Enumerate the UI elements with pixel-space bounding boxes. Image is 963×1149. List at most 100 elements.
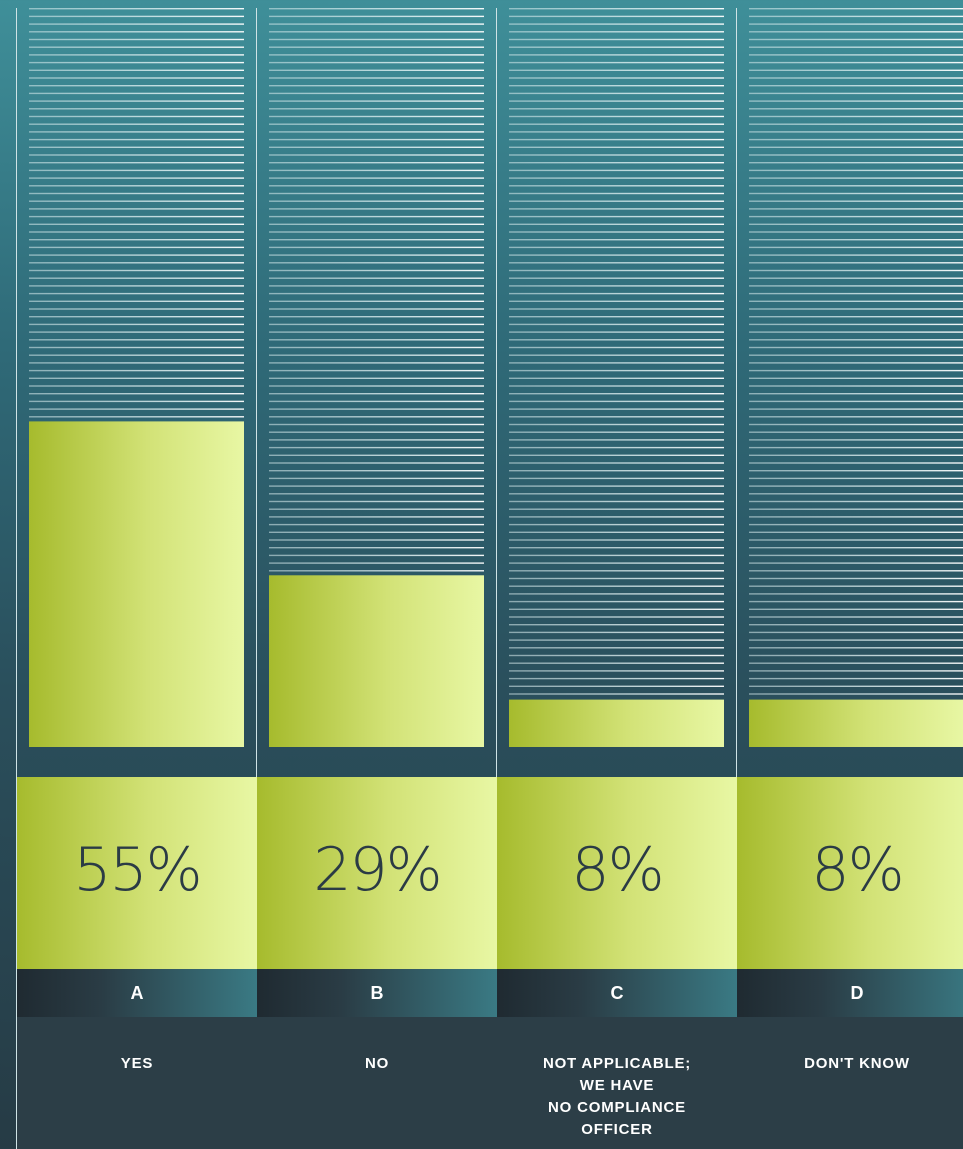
- gridline-a: [29, 200, 244, 202]
- gridline-d: [749, 223, 963, 225]
- gridline-a: [29, 185, 244, 187]
- gridline-c: [509, 423, 724, 426]
- gridline-c: [509, 108, 724, 110]
- gridline-a: [29, 154, 244, 156]
- gridline-b: [269, 308, 484, 310]
- gridline-c: [509, 539, 724, 541]
- gridline-d: [749, 331, 963, 333]
- gridline-d: [749, 600, 963, 603]
- gridline-b: [269, 146, 484, 148]
- gridline-d: [749, 500, 963, 503]
- gridline-b: [269, 100, 484, 102]
- gridline-a: [29, 61, 244, 64]
- gridline-d: [749, 92, 963, 95]
- gridline-d: [749, 323, 963, 326]
- gridline-b: [269, 362, 484, 364]
- gridline-a: [29, 38, 244, 41]
- gridline-d: [749, 61, 963, 64]
- gridline-b: [269, 239, 484, 241]
- gridline-d: [749, 393, 963, 395]
- gridline-d: [749, 523, 963, 526]
- gridline-c: [509, 446, 724, 449]
- gridline-b: [269, 354, 484, 356]
- gridline-a: [29, 223, 244, 225]
- gridline-d: [749, 285, 963, 287]
- gridline-c: [509, 354, 724, 356]
- gridline-a: [29, 400, 244, 403]
- gridline-b: [269, 138, 484, 141]
- gridline-d: [749, 31, 963, 33]
- gridline-c: [509, 562, 724, 564]
- gridline-a: [29, 292, 244, 295]
- category-band-c: C: [497, 969, 737, 1017]
- gridline-d: [749, 339, 963, 341]
- gridline-d: [749, 677, 963, 680]
- value-panel-b: 29%: [257, 777, 497, 969]
- bar-d: [749, 699, 963, 747]
- gridline-d: [749, 562, 963, 564]
- gridline-a: [29, 108, 244, 110]
- gridline-a: [29, 300, 244, 302]
- column-divider: [496, 8, 497, 1149]
- gridline-a: [29, 77, 244, 79]
- gridline-d: [749, 154, 963, 156]
- category-letter-b: B: [370, 983, 384, 1003]
- gridline-b: [269, 200, 484, 202]
- gridline-c: [509, 15, 724, 18]
- gridline-a: [29, 208, 244, 210]
- label-panel-d: DON'T KNOW: [737, 1017, 963, 1149]
- gridline-d: [749, 192, 963, 195]
- gridline-c: [509, 531, 724, 533]
- gridline-c: [509, 154, 724, 156]
- gridline-d: [749, 269, 963, 272]
- gridline-d: [749, 316, 963, 318]
- gridline-b: [269, 46, 484, 48]
- gridline-b: [269, 54, 484, 56]
- gridline-b: [269, 570, 484, 572]
- gridline-c: [509, 516, 724, 518]
- gridline-b: [269, 377, 484, 379]
- gridline-b: [269, 85, 484, 87]
- gridline-c: [509, 677, 724, 680]
- gridline-a: [29, 339, 244, 341]
- gridline-a: [29, 308, 244, 310]
- gridline-c: [509, 169, 724, 172]
- gridline-c: [509, 46, 724, 48]
- gridline-a: [29, 231, 244, 233]
- gridline-a: [29, 192, 244, 195]
- gridline-b: [269, 254, 484, 256]
- gridline-b: [269, 23, 484, 25]
- gridline-d: [749, 685, 963, 687]
- gridline-b: [269, 262, 484, 264]
- gridline-a: [29, 323, 244, 326]
- gridline-b: [269, 393, 484, 395]
- gridline-d: [749, 246, 963, 249]
- gridline-d: [749, 177, 963, 179]
- gridline-d: [749, 162, 963, 164]
- data-label-c: 8%: [571, 835, 664, 905]
- gridline-b: [269, 446, 484, 449]
- gridline-d: [749, 185, 963, 187]
- gridline-b: [269, 108, 484, 110]
- category-label-d: DON'T KNOW: [804, 1055, 910, 1072]
- gridline-b: [269, 439, 484, 441]
- gridline-c: [509, 300, 724, 302]
- gridline-d: [749, 308, 963, 310]
- gridline-d: [749, 138, 963, 141]
- data-label-a: 55%: [73, 835, 202, 905]
- value-panel-c: 8%: [497, 777, 737, 969]
- gridline-b: [269, 431, 484, 433]
- gridline-b: [269, 215, 484, 218]
- gridline-d: [749, 300, 963, 302]
- gridline-b: [269, 369, 484, 372]
- category-letter-c: C: [610, 983, 624, 1003]
- gridline-d: [749, 362, 963, 364]
- gridline-b: [269, 285, 484, 287]
- gridline-c: [509, 362, 724, 364]
- gridline-d: [749, 654, 963, 657]
- gridline-b: [269, 454, 484, 456]
- gridline-b: [269, 408, 484, 410]
- gridline-d: [749, 477, 963, 480]
- gridline-b: [269, 115, 484, 118]
- gridline-c: [509, 416, 724, 418]
